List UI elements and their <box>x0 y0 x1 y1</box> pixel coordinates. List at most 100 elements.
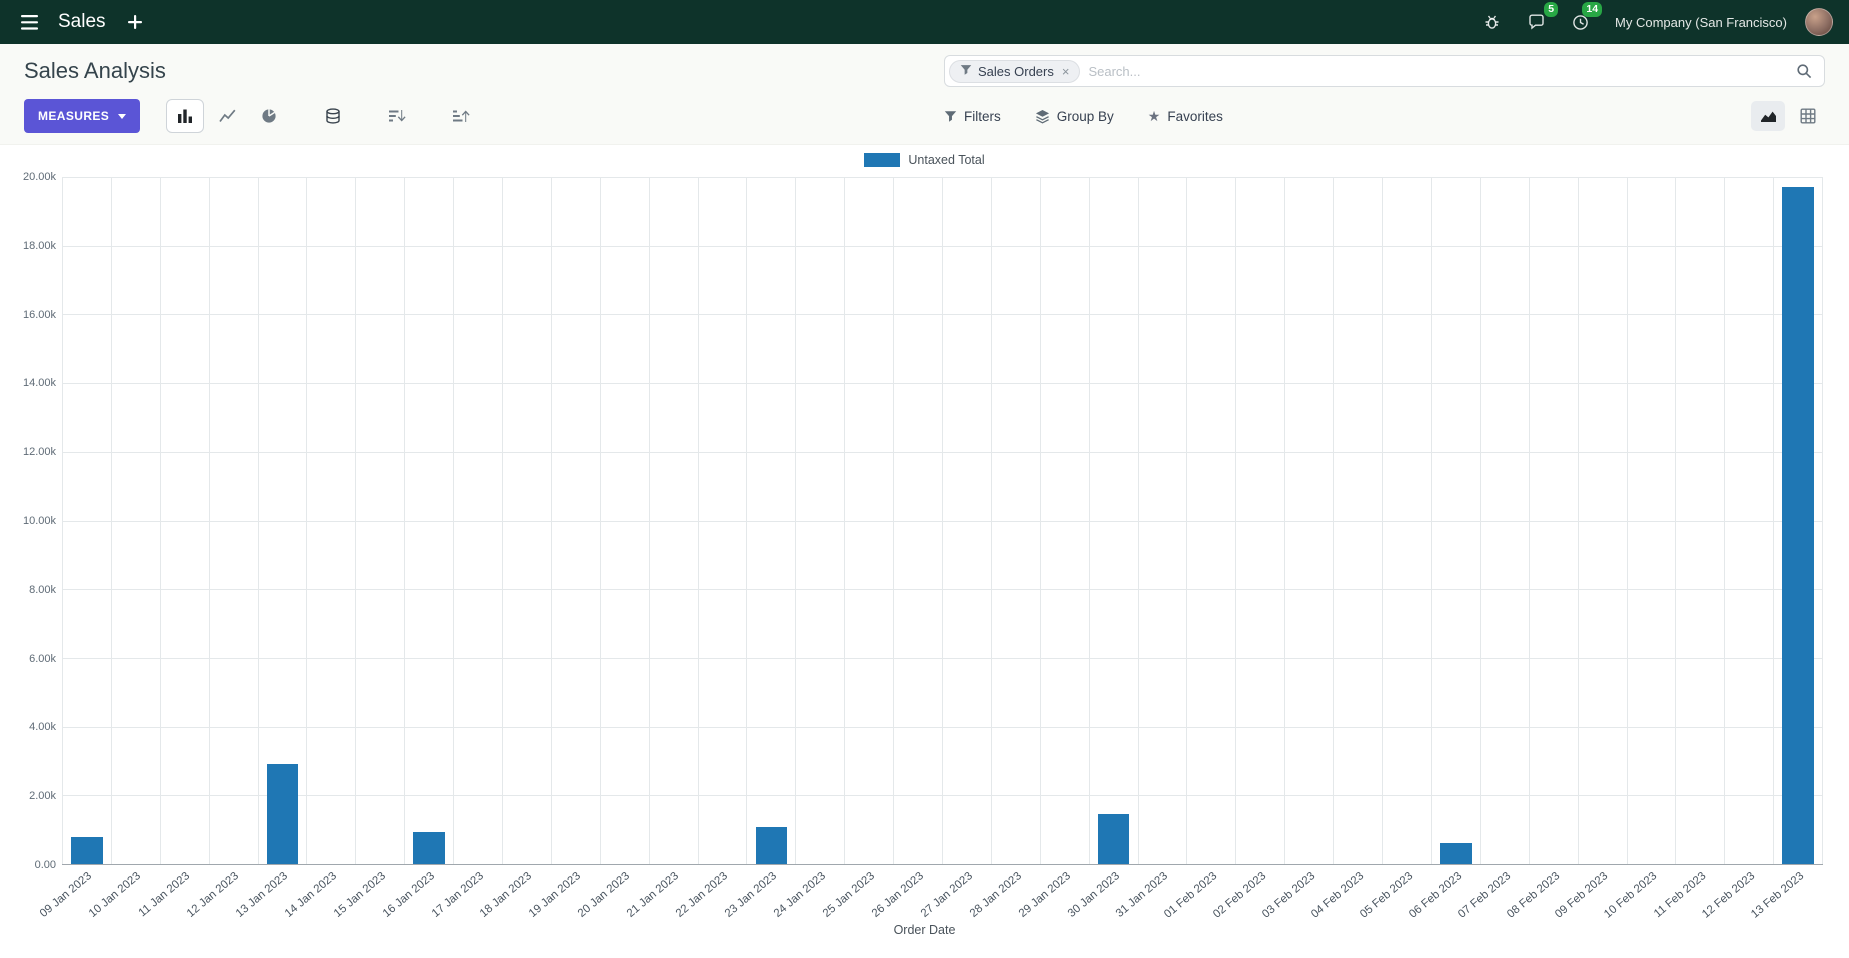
filter-funnel-icon <box>960 64 972 79</box>
chart-column <box>306 177 355 864</box>
y-tick-label: 14.00k <box>22 377 56 390</box>
y-tick-label: 8.00k <box>29 583 56 596</box>
chart-bar[interactable] <box>1782 187 1814 864</box>
chart-column <box>1088 177 1138 864</box>
x-tick-cell: 13 Feb 2023 <box>1749 865 1823 921</box>
x-tick-cell: 24 Jan 2023 <box>772 865 845 921</box>
apps-menu-icon[interactable] <box>16 9 42 35</box>
top-navbar: Sales 5 14 My <box>0 0 1849 44</box>
search-facet-label: Sales Orders <box>978 63 1054 79</box>
company-switcher[interactable]: My Company (San Francisco) <box>1615 14 1787 30</box>
chart-column <box>159 177 209 864</box>
y-tick-label: 16.00k <box>22 308 56 321</box>
activities-badge: 14 <box>1582 2 1603 17</box>
chart-legend[interactable]: Untaxed Total <box>0 145 1849 177</box>
x-tick-label: 09 Jan 2023 <box>37 870 95 920</box>
x-tick-cell: 10 Feb 2023 <box>1602 865 1677 921</box>
chart-column <box>1626 177 1676 864</box>
star-icon: ★ <box>1147 108 1161 124</box>
bug-icon[interactable] <box>1479 9 1505 35</box>
chart-column <box>1333 177 1382 864</box>
group-by-label: Group By <box>1056 108 1114 124</box>
search-options: Filters Group By ★ Favorites <box>944 109 1223 124</box>
y-tick-label: 12.00k <box>22 446 56 459</box>
layers-icon <box>1035 109 1050 124</box>
app-name[interactable]: Sales <box>58 11 106 32</box>
chevron-down-icon <box>118 113 127 119</box>
x-tick-cell: 10 Jan 2023 <box>87 865 160 921</box>
favorites-label: Favorites <box>1167 108 1223 124</box>
y-tick-label: 0.00 <box>34 859 56 871</box>
user-avatar[interactable] <box>1805 8 1833 36</box>
chart-bar[interactable] <box>1440 843 1472 864</box>
search-bar[interactable]: Sales Orders × <box>944 55 1825 87</box>
view-switcher <box>1751 101 1825 131</box>
x-tick-cell: 20 Jan 2023 <box>576 865 649 921</box>
clock-icon[interactable] <box>1567 9 1593 35</box>
messages-icon[interactable] <box>1523 9 1549 35</box>
chart-column <box>502 177 551 864</box>
pivot-view-button[interactable] <box>1791 101 1825 131</box>
stacked-toggle-button[interactable] <box>314 99 352 133</box>
facet-remove-icon[interactable]: × <box>1061 63 1070 79</box>
chart-bar[interactable] <box>71 837 103 864</box>
search-facet[interactable]: Sales Orders × <box>949 59 1081 83</box>
x-tick-cell: 09 Jan 2023 <box>38 865 111 921</box>
chart-column <box>110 177 160 864</box>
x-tick-cell: 26 Jan 2023 <box>870 865 943 921</box>
messages-icon-wrap: 5 <box>1523 2 1559 35</box>
chart-column <box>1479 177 1529 864</box>
chart-column <box>942 177 991 864</box>
x-tick-cell: 25 Jan 2023 <box>821 865 894 921</box>
chart-column <box>1577 177 1627 864</box>
chart-column <box>893 177 942 864</box>
y-tick-label: 6.00k <box>29 652 56 665</box>
chart-column <box>746 177 795 864</box>
search-icon[interactable] <box>1788 63 1820 79</box>
chart-bar[interactable] <box>1097 814 1130 864</box>
x-tick-cell: 23 Jan 2023 <box>723 865 796 921</box>
chart-column <box>355 177 404 864</box>
x-tick-cell: 13 Jan 2023 <box>234 865 307 921</box>
x-tick-cell: 18 Jan 2023 <box>478 865 551 921</box>
chart-column <box>1724 177 1773 864</box>
graph-view: Untaxed Total 20.00k 18.00k 16.00k 14.00k 12… <box>0 145 1849 943</box>
plot-cells <box>62 177 1824 864</box>
x-tick-cell: 19 Jan 2023 <box>527 865 600 921</box>
chart-bar[interactable] <box>266 764 299 864</box>
page-title: Sales Analysis <box>24 58 166 83</box>
chart-column <box>1186 177 1235 864</box>
chart-bar[interactable] <box>755 826 788 864</box>
chart-column <box>844 177 893 864</box>
y-axis: 20.00k 18.00k 16.00k 14.00k 12.00k 10.00k 8.00… <box>16 171 62 871</box>
favorites-button[interactable]: ★ Favorites <box>1148 109 1223 124</box>
search-input[interactable] <box>1080 63 1788 79</box>
x-tick-cell: 30 Jan 2023 <box>1065 865 1138 921</box>
control-panel: Sales Analysis Sales Orders × MEASURES <box>0 44 1849 145</box>
x-tick-cell: 22 Jan 2023 <box>674 865 747 921</box>
chart-column <box>1382 177 1431 864</box>
pie-chart-button[interactable] <box>250 99 288 133</box>
graph-view-button[interactable] <box>1751 101 1785 131</box>
chart-body: 20.00k 18.00k 16.00k 14.00k 12.00k 10.00k 8.00… <box>0 171 1849 871</box>
y-tick-label: 20.00k <box>22 171 56 183</box>
bar-chart-button[interactable] <box>166 99 205 133</box>
group-by-button[interactable]: Group By <box>1035 109 1114 124</box>
measures-button[interactable]: MEASURES <box>24 99 141 133</box>
line-chart-button[interactable] <box>208 99 246 133</box>
sort-ascending-button[interactable] <box>442 99 480 133</box>
x-tick-cell: 11 Jan 2023 <box>136 865 209 921</box>
x-axis-labels: 09 Jan 2023 10 Jan 2023 11 Jan 2023 12 Jan … <box>0 865 1849 921</box>
chart-bar[interactable] <box>413 832 445 864</box>
filters-label: Filters <box>964 108 1001 124</box>
sort-descending-button[interactable] <box>378 99 416 133</box>
chart-column <box>795 177 844 864</box>
plot-area <box>62 177 1824 865</box>
filters-button[interactable]: Filters <box>944 109 1001 124</box>
chart-column <box>1430 177 1480 864</box>
filters-funnel-icon <box>944 110 957 123</box>
chart-column <box>208 177 258 864</box>
legend-label: Untaxed Total <box>908 153 985 167</box>
chart-column <box>453 177 502 864</box>
plus-icon[interactable] <box>122 9 148 35</box>
